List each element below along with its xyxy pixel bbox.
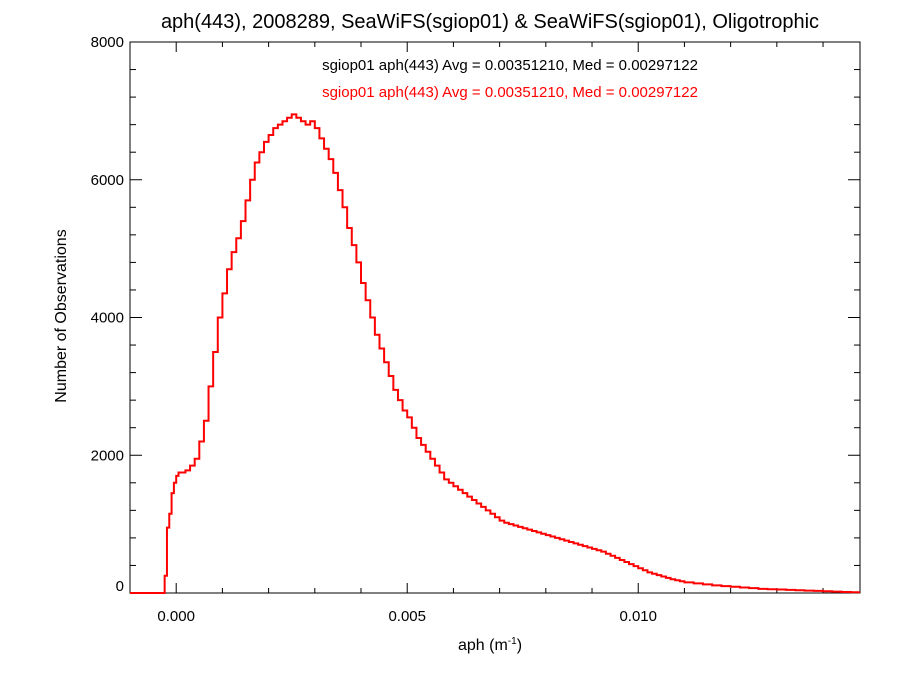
x-axis-label: aph (m-1) [458,636,522,654]
axis-tick-labels: 0.000 0.005 0.010 0 2000 4000 6000 8000 [91,34,657,625]
y-tick-label: 0 [116,578,124,595]
axis-ticks [129,41,860,594]
x-tick-label: 0.000 [157,608,195,625]
stat-annotation: sgiop01 aph(443) Avg = 0.00351210, Med =… [322,84,698,101]
y-axis-label: Number of Observations [53,229,70,402]
x-tick-label: 0.010 [619,608,657,625]
y-tick-label: 4000 [91,310,124,327]
stat-annotations: sgiop01 aph(443) Avg = 0.00351210, Med =… [322,57,698,101]
plot-area [129,41,861,594]
stat-annotation: sgiop01 aph(443) Avg = 0.00351210, Med =… [322,57,698,74]
y-tick-label: 2000 [91,447,124,464]
chart-title: aph(443), 2008289, SeaWiFS(sgiop01) & Se… [161,11,819,33]
series-layer [130,113,860,594]
y-tick-label: 6000 [91,172,124,189]
plot-frame [129,41,861,594]
series-line [130,113,860,594]
y-tick-label: 8000 [91,34,124,51]
x-tick-label: 0.005 [388,608,426,625]
